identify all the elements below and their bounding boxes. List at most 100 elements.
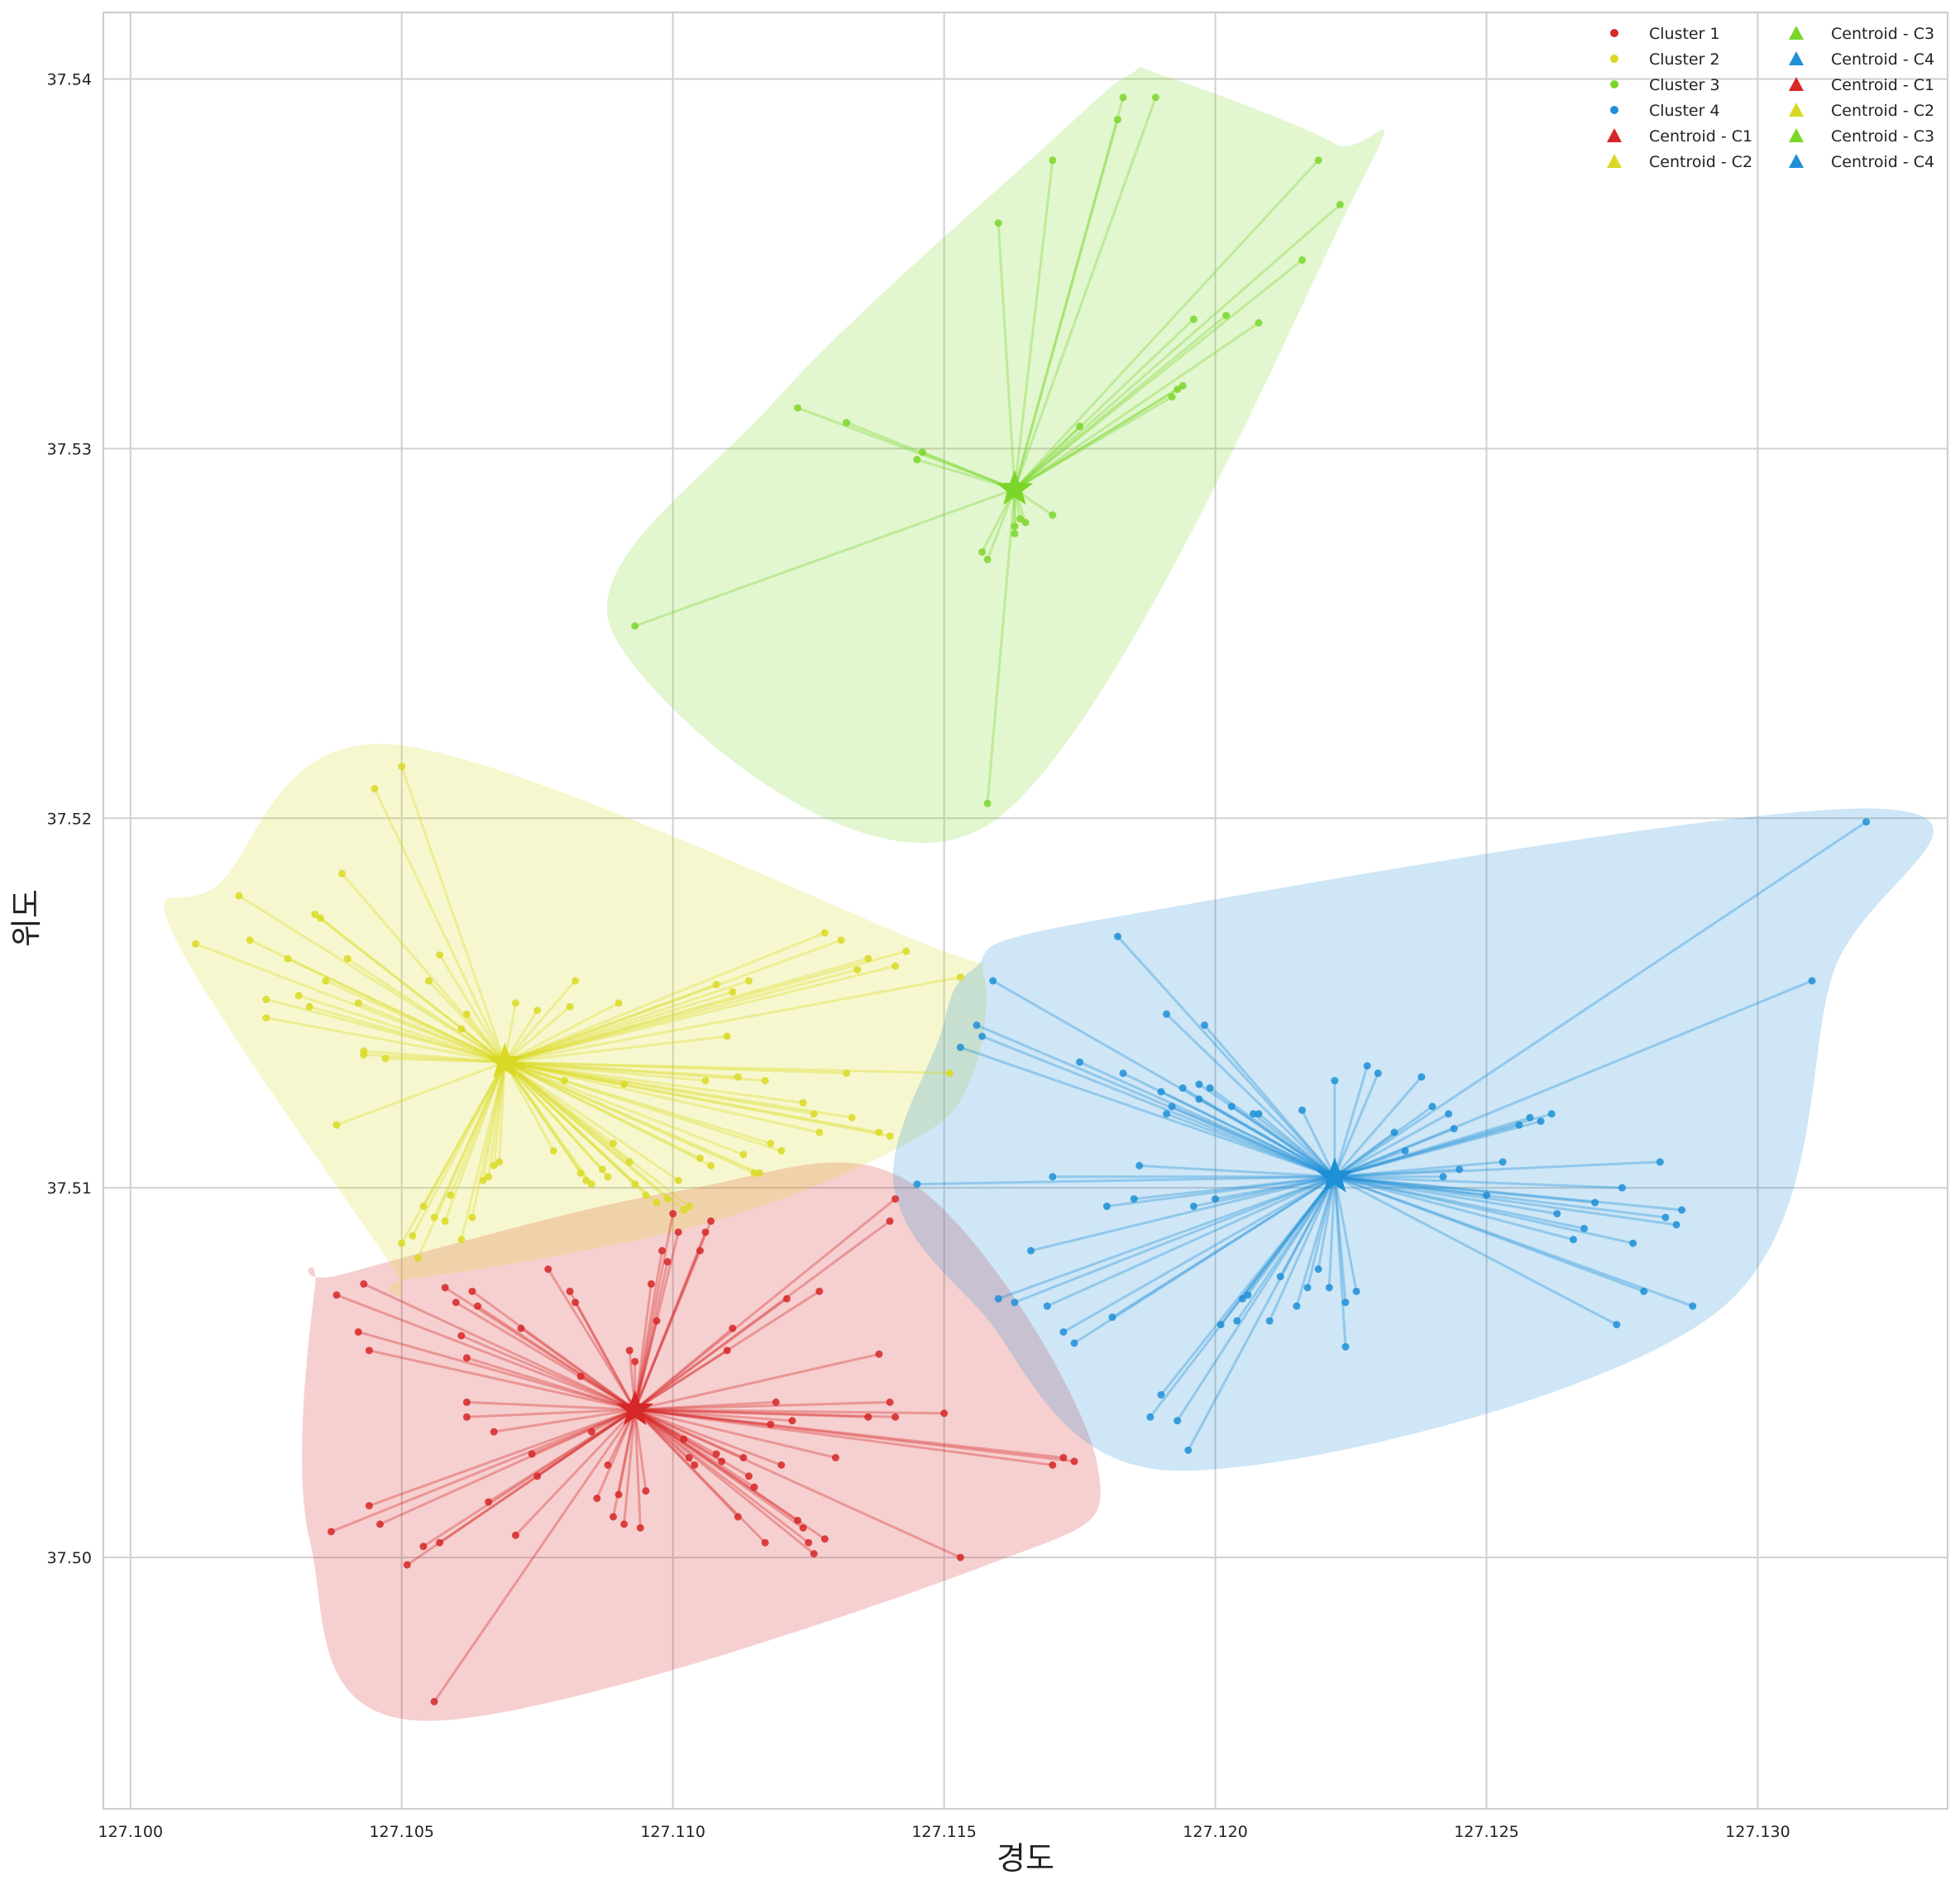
spoke-line [1073,1175,1336,1345]
data-point [409,1232,417,1240]
data-point [647,1279,655,1288]
data-point [837,936,845,945]
data-point [892,1413,900,1421]
data-point [631,1357,639,1365]
data-point [712,980,720,988]
spoke-line [1334,1160,1661,1179]
spoke-line [471,1290,636,1411]
spoke-line [504,1060,739,1079]
data-point [625,1158,633,1166]
spoke-line [1334,1175,1585,1230]
data-point [810,1110,818,1118]
spoke-line [634,1408,896,1418]
spoke-line [406,1409,636,1566]
spoke-line [634,1408,744,1459]
data-point [1059,1453,1068,1461]
spoke-line [504,1060,804,1104]
spoke-line [1159,1175,1336,1396]
data-point [419,1542,428,1551]
spoke-line [1187,1176,1336,1452]
data-point [1569,1236,1577,1244]
spoke-line [298,994,505,1064]
data-point [978,1032,987,1040]
data-point [1114,116,1121,124]
data-point [604,1173,612,1181]
spoke-line [1333,1073,1379,1178]
spoke-line [1334,1175,1677,1227]
spoke-line [438,954,506,1064]
spoke-line [1198,1083,1336,1179]
spoke-line [633,1409,648,1491]
data-point [1808,977,1816,985]
spoke-line [363,1050,505,1064]
spoke-line [623,1409,637,1525]
spoke-line [504,1060,950,1075]
data-point [566,1002,574,1011]
data-point [485,1498,493,1506]
data-point [1195,1095,1203,1103]
y-tick-label: 37.52 [47,810,92,828]
spoke-line [313,913,506,1064]
spoke-line [633,1409,739,1518]
data-point [983,799,992,807]
data-point [598,1165,606,1174]
spoke-line [1014,388,1178,490]
spoke-line [466,1400,635,1411]
data-point [365,1346,373,1355]
spoke-line [504,975,961,1064]
spoke-line [1171,1105,1336,1179]
data-point [1174,385,1182,394]
spoke-line [504,1060,755,1174]
data-point [886,1132,894,1141]
data-point [430,1213,438,1222]
spoke-line [997,222,1016,490]
spoke-line [617,1409,637,1495]
spoke-line [449,1061,506,1196]
spoke-line [1334,1175,1645,1293]
data-point [631,1180,639,1189]
data-point [848,1113,856,1122]
data-point [294,992,303,1000]
data-point [262,995,270,1003]
data-point [756,1169,764,1177]
spoke-line [287,957,505,1064]
data-point [642,1487,650,1495]
spoke-line [504,1060,565,1083]
spoke-line [916,1175,1335,1186]
spoke-line [1014,395,1173,490]
data-point [1130,1195,1138,1203]
data-point [994,1294,1002,1303]
spoke-line [1166,1112,1336,1179]
spoke-line [986,489,1016,804]
data-point [354,999,362,1007]
spoke-line [633,1261,669,1410]
data-point [1640,1287,1648,1295]
spoke-line [504,1061,614,1145]
x-tick-label: 127.115 [911,1823,977,1841]
spoke-line [633,1250,701,1410]
data-point [691,1461,699,1469]
spoke-line [634,1408,944,1415]
spoke-line [504,1061,669,1200]
spoke-line [336,1060,505,1126]
spoke-line [487,1062,506,1177]
spoke-line [1013,119,1119,490]
data-point [696,1154,704,1162]
spoke-line [1334,1175,1487,1197]
data-point [1108,1313,1116,1322]
data-point [1613,1321,1621,1329]
plot-area [103,12,1948,1810]
spoke-line [369,1349,636,1411]
data-point [549,1146,557,1155]
centroid-star-1 [616,1389,654,1426]
data-point [956,973,964,981]
spoke-line [498,1062,506,1162]
data-point [1049,1461,1057,1469]
data-point [1189,1203,1198,1211]
spoke-line [400,766,506,1063]
data-point [956,1553,964,1562]
data-point [360,1279,368,1288]
data-point [1212,1195,1220,1203]
spoke-line [633,1409,815,1555]
data-point [610,1513,618,1521]
